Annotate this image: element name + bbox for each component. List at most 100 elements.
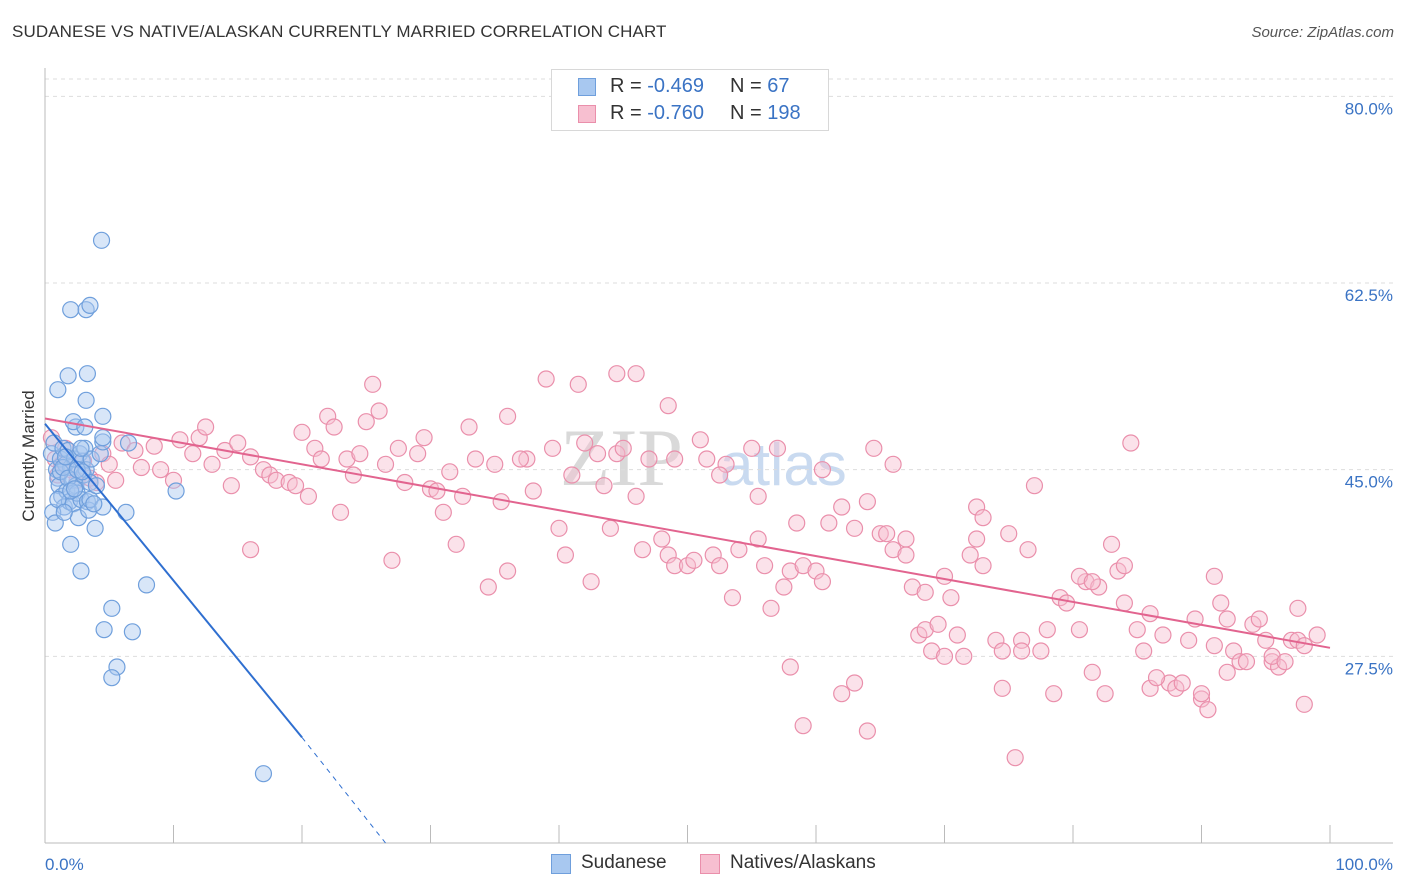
natives-point [1070,567,1089,585]
sudanese-point [78,365,97,383]
natives-point [331,503,350,521]
natives-point [1102,535,1121,553]
natives-point [968,498,986,516]
natives-point [813,573,832,591]
natives-point [145,437,163,455]
natives-point [993,679,1011,697]
natives-point [968,530,986,548]
natives-point [595,477,613,495]
natives-point [640,450,658,468]
sudanese-trendline [44,423,303,739]
natives-point [1192,685,1211,703]
natives-point [550,519,568,537]
natives-point [858,493,877,511]
legend-swatch-sudanese [578,78,596,96]
natives-point [1180,631,1198,649]
natives-point [1070,621,1089,639]
sudanese-point [59,367,77,385]
natives-point [1199,701,1217,719]
natives-point [1057,594,1076,612]
natives-point [794,557,812,575]
natives-point [1218,663,1236,681]
natives-point [698,450,716,468]
natives-point [1032,642,1050,660]
natives-point [653,530,671,548]
natives-point [1231,653,1249,671]
natives-point [948,626,966,644]
sudanese-point [73,463,91,481]
natives-point [383,551,401,569]
natives-point [923,642,941,660]
natives-point [518,450,536,468]
natives-point [376,455,395,473]
sudanese-point [119,434,138,452]
sudanese-point [72,439,90,457]
x-tick-label-max: 100.0% [1335,855,1393,874]
natives-point [903,578,921,596]
natives-point [1006,749,1024,767]
natives-point [364,375,382,393]
sudanese-point [167,482,185,500]
natives-point [942,589,960,607]
y-tick-label: 62.5% [1345,286,1393,305]
natives-point [685,551,703,569]
natives-point [479,578,497,596]
natives-point [884,455,902,473]
natives-point [845,519,864,537]
natives-point [993,642,1011,660]
natives-point [691,431,709,449]
natives-point [299,487,318,505]
sudanese-point [123,623,141,641]
natives-point [1141,605,1159,623]
natives-point [1192,690,1211,708]
legend-label-natives: Natives/Alaskans [730,852,876,873]
natives-point [1096,685,1114,703]
natives-point [755,557,774,575]
natives-point [184,445,202,463]
natives-point [286,477,305,495]
legend-swatch-natives [578,105,596,123]
natives-point [955,647,973,665]
natives-point [717,455,735,473]
natives-point [357,413,375,431]
natives-point [428,482,446,500]
natives-point [775,578,793,596]
natives-point [306,439,324,457]
sudanese-point [117,503,135,521]
sudanese-point [72,562,90,580]
natives-point [588,445,607,463]
natives-point [833,498,851,516]
natives-point [1115,594,1134,612]
natives-point [1205,567,1223,585]
natives-point [916,621,934,639]
natives-point [222,477,240,495]
sudanese-point [62,301,80,319]
natives-point [627,365,645,383]
natives-point [499,562,517,580]
sudanese-point [94,498,112,516]
natives-point [794,717,812,735]
natives-point [197,418,215,436]
natives-point [486,455,504,473]
natives-point [1250,610,1268,628]
natives-point [1019,541,1037,559]
natives-point [312,450,330,468]
sudanese-point [55,503,73,521]
sudanese-point [94,433,112,451]
natives-point [659,397,677,415]
natives-point [704,546,722,564]
natives-point [858,722,877,740]
natives-point [325,418,343,436]
natives-point [267,471,285,489]
natives-point [434,503,452,521]
natives-point [1141,679,1159,697]
natives-point [447,535,465,553]
sudanese-point [49,381,67,399]
natives-point [807,562,825,580]
natives-point [1045,685,1063,703]
natives-point [987,631,1005,649]
natives-point [833,685,851,703]
natives-point [601,519,620,537]
natives-point [1237,653,1256,671]
natives-point [152,461,170,479]
